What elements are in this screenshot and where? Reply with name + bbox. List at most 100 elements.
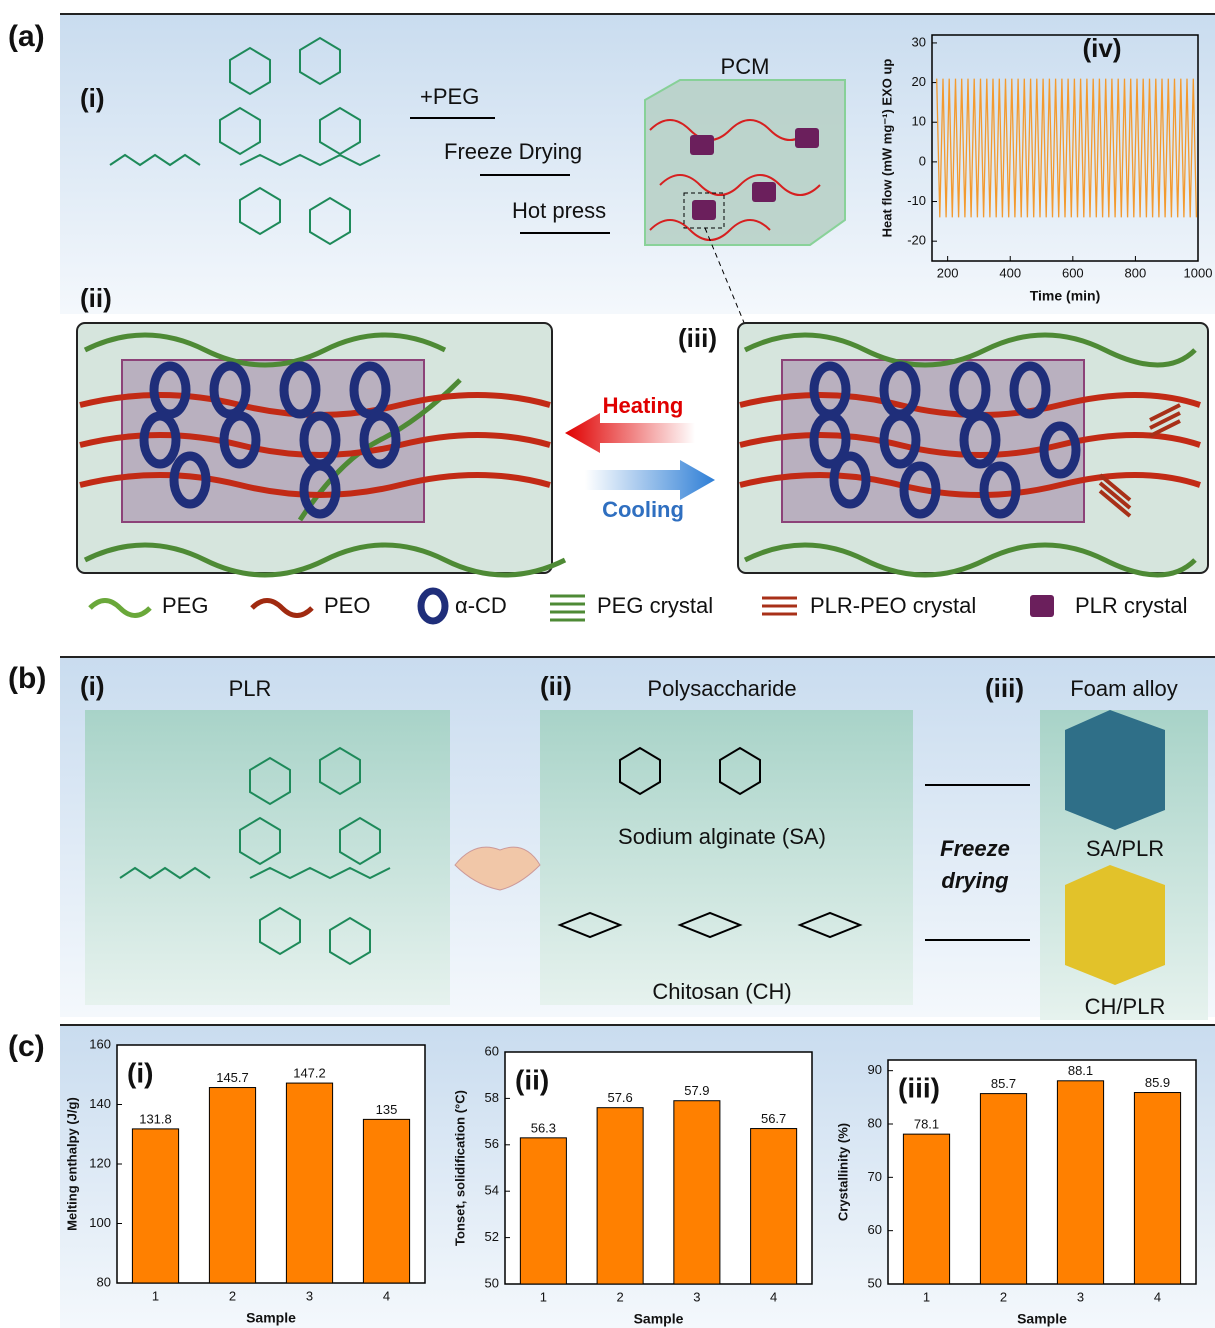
y-tick-label: 80 [868,1115,882,1130]
y-tick-label: 160 [89,1036,111,1051]
bar [132,1129,178,1283]
pcm-label: PCM [721,54,770,79]
y-tick-label: 52 [485,1229,499,1244]
x-tick-label: 2 [229,1288,236,1303]
x-tick-label: 1 [540,1289,547,1304]
x-tick-label: 3 [693,1289,700,1304]
bar [363,1119,409,1283]
sub-label: (iii) [678,323,717,353]
heating-label: Heating [603,393,684,418]
x-tick-label: 4 [1154,1289,1161,1304]
box-title: Polysaccharide [647,676,796,701]
y-tick-label: 50 [485,1275,499,1290]
heating-arrow [565,413,695,453]
step-text: Hot press [512,198,606,223]
x-tick-label: 1 [923,1289,930,1304]
y-tick-label: 70 [868,1169,882,1184]
sub-label: (ii) [540,671,572,701]
y-axis-label: Crystallinity (%) [835,1123,850,1221]
x-tick-label: 2 [1000,1289,1007,1304]
x-axis-label: Sample [1017,1311,1067,1327]
cooling-label: Cooling [602,497,684,522]
value-label: 56.7 [761,1111,786,1126]
bar [903,1134,949,1284]
y-tick-label: 30 [912,34,926,49]
x-axis-label: Sample [246,1310,296,1326]
value-label: 131.8 [139,1111,172,1126]
y-tick-label: 56 [485,1136,499,1151]
y-tick-label: 60 [868,1222,882,1237]
ch-foam [1065,865,1165,985]
bar [286,1083,332,1283]
y-tick-label: 58 [485,1090,499,1105]
y-tick-label: 20 [912,74,926,89]
step-text: +PEG [420,84,479,109]
value-label: 147.2 [293,1066,326,1081]
value-label: 57.9 [684,1083,709,1098]
process-label: Freeze [940,836,1010,861]
figure: (a) (i) +PEG Freeze Drying Hot press PCM… [0,0,1215,1328]
legend-text: PLR crystal [1075,593,1187,618]
y-axis-label: Tonset, solidification (°C) [452,1090,467,1246]
y-tick-label: 90 [868,1062,882,1077]
bar [751,1129,797,1284]
y-tick-label: 120 [89,1155,111,1170]
panel-b: (b) (i) PLR (ii) Polysaccharide (iii) Fo… [8,657,1215,1020]
x-tick-label: 600 [1062,265,1084,280]
y-axis-label: Melting enthalpy (J/g) [64,1097,79,1231]
compound-name: Sodium alginate (SA) [618,824,826,849]
y-tick-label: 60 [485,1043,499,1058]
bar [209,1088,255,1283]
x-tick-label: 2 [617,1289,624,1304]
y-tick-label: -10 [907,193,926,208]
y-tick-label: 100 [89,1215,111,1230]
value-label: 56.3 [531,1120,556,1135]
x-tick-label: 4 [770,1289,777,1304]
annotation: (iv) [1083,33,1122,63]
sub-label: (i) [80,671,105,701]
bar [1134,1093,1180,1284]
panel-a: (a) (i) +PEG Freeze Drying Hot press PCM… [8,14,1215,621]
sub-label: (ii) [80,283,112,313]
y-tick-label: 50 [868,1275,882,1290]
product-name: CH/PLR [1085,994,1166,1019]
legend-text: PLR-PEO crystal [810,593,976,618]
product-name: SA/PLR [1086,836,1164,861]
box [85,710,450,1005]
box-ii [77,323,565,575]
sa-foam [1065,710,1165,830]
annotation: (iii) [898,1072,940,1103]
x-tick-label: 1 [152,1288,159,1303]
cooling-arrow [585,460,715,500]
annotation: (i) [127,1057,153,1088]
value-label: 85.7 [991,1076,1016,1091]
box-title: Foam alloy [1070,676,1178,701]
bar [980,1094,1026,1284]
x-axis-label: Time (min) [1030,288,1101,304]
legend-text: α-CD [455,593,507,618]
legend-text: PEG [162,593,208,618]
y-tick-label: 140 [89,1096,111,1111]
legend: PEG PEO α-CD PEG crystal PLR-PEO crystal… [90,591,1187,621]
x-axis-label: Sample [634,1311,684,1327]
sub-label: (i) [80,83,105,113]
x-tick-label: 800 [1125,265,1147,280]
sub-label: (iii) [985,673,1024,703]
value-label: 88.1 [1068,1063,1093,1078]
y-tick-label: 80 [97,1274,111,1289]
x-tick-label: 3 [1077,1289,1084,1304]
process-label: drying [941,868,1009,893]
box-iii [738,323,1208,575]
y-axis-label: Heat flow (mW mg⁻¹) EXO up [879,59,894,238]
bar [597,1108,643,1284]
compound-name: Chitosan (CH) [652,979,791,1004]
value-label: 145.7 [216,1070,249,1085]
value-label: 135 [376,1102,398,1117]
y-tick-label: 0 [919,153,926,168]
value-label: 85.9 [1145,1075,1170,1090]
bar [674,1101,720,1284]
annotation: (ii) [515,1064,549,1095]
y-tick-label: -20 [907,233,926,248]
x-tick-label: 400 [999,265,1021,280]
y-tick-label: 54 [485,1183,499,1198]
